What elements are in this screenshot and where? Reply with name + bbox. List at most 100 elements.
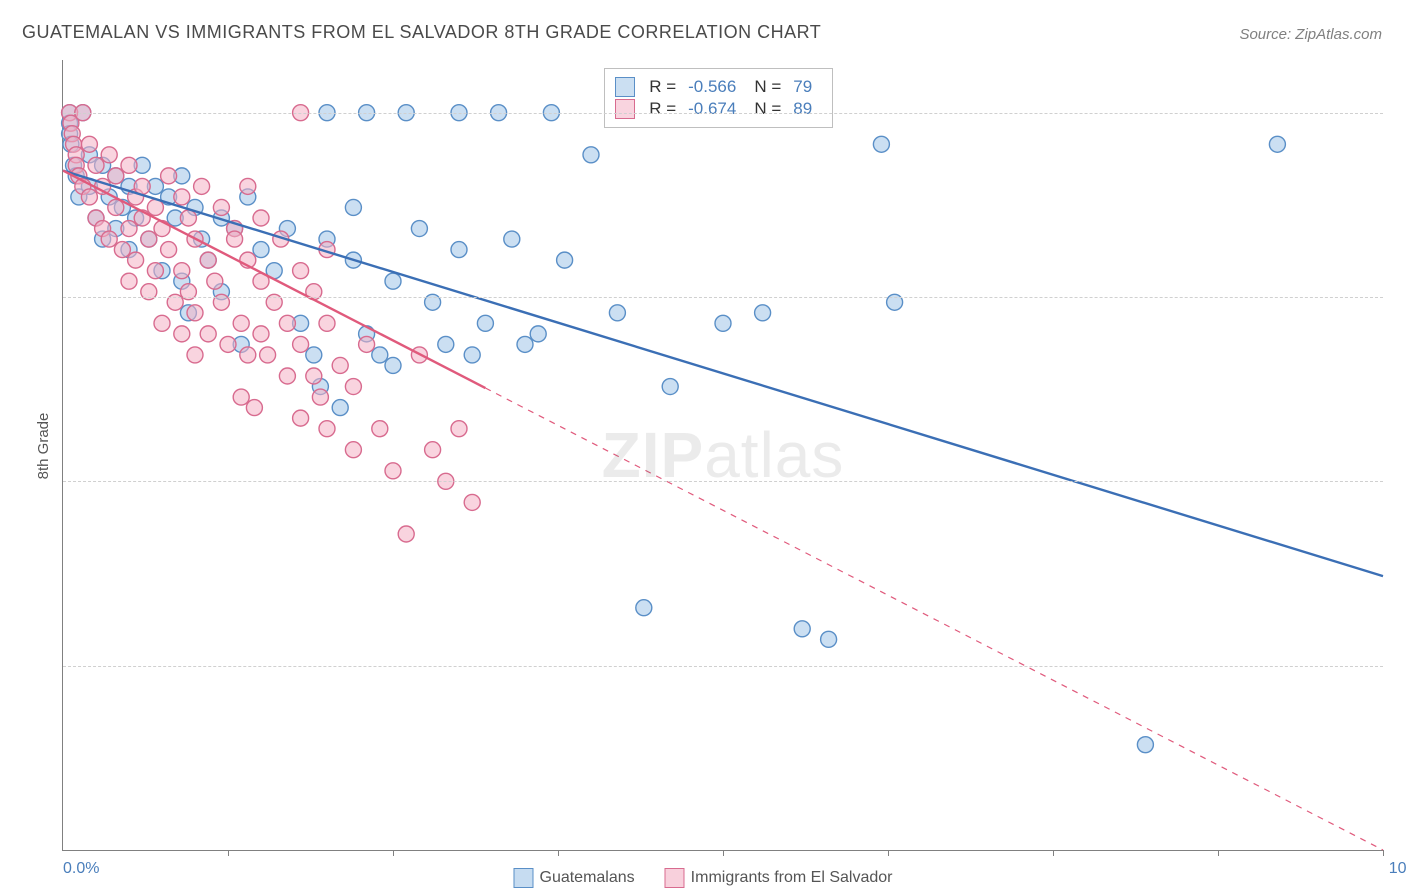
x-tick [228,850,229,856]
data-point [260,347,276,363]
data-point [1269,136,1285,152]
data-point [821,631,837,647]
data-point [293,410,309,426]
data-point [451,421,467,437]
data-point [194,178,210,194]
data-point [174,326,190,342]
data-point [279,368,295,384]
x-tick-label: 0.0% [63,860,99,878]
data-point [154,221,170,237]
x-tick [1053,850,1054,856]
x-tick [888,850,889,856]
plot-area: ZIPatlas R =-0.566N =79R =-0.674N =89 47… [62,60,1383,851]
n-label: N = [754,77,781,97]
data-point [246,400,262,416]
data-point [200,326,216,342]
data-point [583,147,599,163]
data-point [293,263,309,279]
data-point [213,199,229,215]
data-point [187,347,203,363]
data-point [319,315,335,331]
data-point [517,336,533,352]
gridline [63,297,1383,298]
chart-svg [63,60,1383,850]
n-value: 89 [793,99,812,119]
y-tick-label: 65.0% [1393,472,1406,490]
data-point [220,336,236,352]
gridline [63,113,1383,114]
data-point [293,336,309,352]
legend-swatch [665,868,685,888]
data-point [345,379,361,395]
data-point [81,189,97,205]
r-value: -0.566 [688,77,736,97]
data-point [385,357,401,373]
data-point [312,389,328,405]
data-point [636,600,652,616]
x-tick [558,850,559,856]
data-point [345,442,361,458]
data-point [398,526,414,542]
data-point [530,326,546,342]
legend-item: Guatemalans [513,868,634,888]
trend-line-dashed [485,388,1383,850]
data-point [101,147,117,163]
data-point [141,231,157,247]
data-point [438,336,454,352]
data-point [161,168,177,184]
stats-legend-row: R = -0.566 N = 79 [615,77,822,97]
r-label: R = [649,99,676,119]
data-point [662,379,678,395]
data-point [385,273,401,289]
legend-label: Immigrants from El Salvador [691,869,893,886]
data-point [332,400,348,416]
data-point [359,336,375,352]
x-tick [1383,850,1384,856]
n-label: N = [754,99,781,119]
data-point [180,210,196,226]
data-point [154,315,170,331]
data-point [755,305,771,321]
data-point [279,315,295,331]
data-point [233,315,249,331]
data-point [319,421,335,437]
data-point [1137,737,1153,753]
x-tick [393,850,394,856]
data-point [147,263,163,279]
data-point [81,136,97,152]
data-point [253,326,269,342]
chart-container: GUATEMALAN VS IMMIGRANTS FROM EL SALVADO… [0,0,1406,892]
data-point [385,463,401,479]
data-point [174,189,190,205]
legend-label: Guatemalans [539,869,634,886]
data-point [174,263,190,279]
n-value: 79 [793,77,812,97]
r-label: R = [649,77,676,97]
stats-legend-box: R =-0.566N =79R =-0.674N =89 [604,68,833,128]
data-point [233,389,249,405]
data-point [306,347,322,363]
gridline [63,481,1383,482]
data-point [609,305,625,321]
legend-swatch [513,868,533,888]
data-point [464,347,480,363]
data-point [240,347,256,363]
data-point [128,252,144,268]
data-point [715,315,731,331]
data-point [477,315,493,331]
data-point [253,242,269,258]
x-tick-label: 100.0% [1389,860,1406,878]
x-tick [1218,850,1219,856]
data-point [504,231,520,247]
data-point [187,305,203,321]
legend-item: Immigrants from El Salvador [665,868,893,888]
x-tick [723,850,724,856]
data-point [121,221,137,237]
data-point [873,136,889,152]
data-point [108,168,124,184]
data-point [88,157,104,173]
data-point [121,273,137,289]
data-point [464,494,480,510]
legend-swatch [615,77,635,97]
y-tick-label: 47.5% [1393,657,1406,675]
